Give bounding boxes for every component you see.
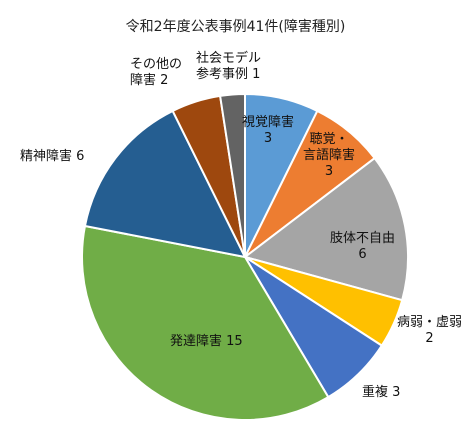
label-hearing-name-a: 聴覚・ [309, 132, 349, 147]
label-multiple-value: 3 [392, 385, 401, 400]
label-social-model-line1: 社会モデル [196, 51, 262, 66]
pie-slice-8 [218, 92, 246, 258]
label-developmental-value: 15 [226, 334, 243, 349]
label-mental-value: 6 [76, 149, 85, 164]
label-physical: 肢体不自由 6 [330, 231, 395, 263]
label-social-model-line2: 参考事例 1 [196, 67, 261, 82]
label-hearing: 聴覚・ 言語障害 3 [298, 132, 360, 180]
label-developmental: 発達障害 15 [170, 334, 243, 350]
label-social-model: 社会モデル 参考事例 1 [196, 51, 261, 83]
label-physical-name: 肢体不自由 [330, 231, 396, 246]
label-developmental-name: 発達障害 [170, 334, 223, 349]
pie-slice-5 [81, 224, 330, 421]
label-hearing-value: 3 [324, 164, 334, 179]
pie-slice-6 [83, 109, 247, 259]
label-mental-name: 精神障害 [20, 149, 73, 164]
label-visual: 視覚障害 3 [242, 115, 294, 147]
label-hearing-name-b: 言語障害 [302, 148, 355, 163]
label-illness: 病弱・虚弱 2 [397, 315, 462, 347]
label-multiple-name: 重複 [362, 385, 389, 400]
label-physical-value: 6 [358, 247, 367, 262]
label-illness-name: 病弱・虚弱 [397, 315, 463, 330]
label-other-line2: 障害 2 [130, 73, 169, 88]
label-visual-value: 3 [263, 131, 273, 146]
label-mental: 精神障害 6 [20, 149, 84, 165]
label-other-line1: その他の [130, 57, 183, 72]
label-illness-value: 2 [425, 331, 434, 346]
chart-title: 令和2年度公表事例41件(障害種別) [125, 19, 346, 35]
label-multiple: 重複 3 [362, 385, 400, 401]
label-visual-name: 視覚障害 [242, 115, 295, 130]
pie-slice-2 [242, 156, 409, 302]
label-other: その他の 障害 2 [130, 57, 182, 89]
